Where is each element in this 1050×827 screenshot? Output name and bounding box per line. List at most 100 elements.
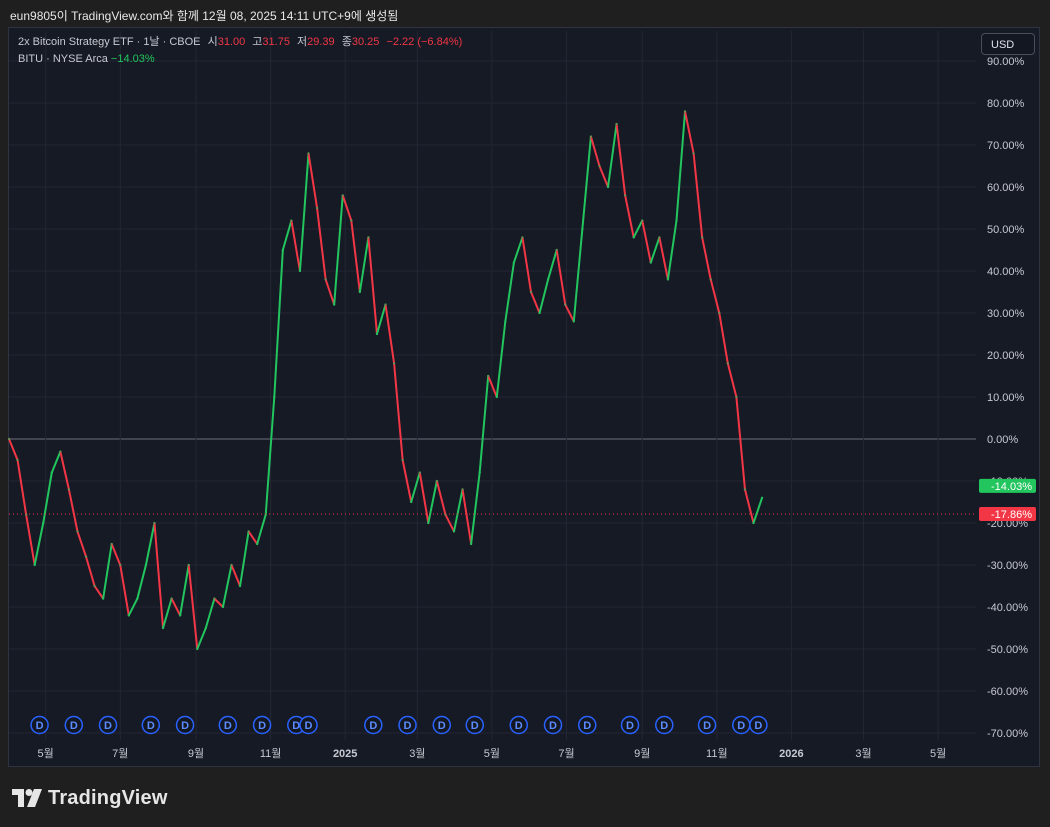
series-point (658, 236, 661, 239)
dividend-marker[interactable] (432, 715, 452, 735)
dividend-marker[interactable] (465, 715, 485, 735)
series-point (315, 206, 319, 210)
series-point (452, 530, 456, 533)
series-point (735, 395, 738, 399)
brand-name: TradingView (48, 786, 168, 809)
series-segment (752, 496, 764, 524)
series-segment (530, 291, 541, 314)
y-tick-label: 50.00% (987, 224, 1025, 236)
series-point (418, 471, 421, 474)
legend-percent-change: −14.03% (110, 53, 155, 65)
series-segment (410, 471, 421, 503)
series-segment (350, 219, 361, 293)
tradingview-logo-icon (12, 789, 42, 807)
dividend-marker-label: D (438, 720, 446, 732)
series-point (110, 542, 113, 546)
series-point (384, 303, 387, 306)
snapshot-caption: eun9805이 TradingView.com와 함께 12월 08, 202… (10, 9, 399, 23)
series-point (196, 647, 199, 651)
y-tick-label: 40.00% (987, 266, 1025, 278)
y-tick-label: 10.00% (987, 392, 1025, 404)
dividend-marker[interactable] (252, 715, 272, 735)
series-segment (401, 459, 413, 503)
dividend-marker[interactable] (98, 715, 118, 735)
dividend-marker[interactable] (141, 715, 161, 735)
series-segment (581, 135, 592, 230)
low-label: 저 (297, 36, 308, 48)
series-segment (418, 471, 430, 524)
y-tick-label: -50.00% (987, 644, 1028, 656)
dividend-marker[interactable] (30, 715, 49, 735)
y-tick-label: 20.00% (987, 350, 1025, 362)
dividend-marker[interactable] (299, 715, 318, 735)
legend-symbol: BITU · NYSE Arca (18, 53, 108, 65)
y-tick-label: 80.00% (987, 98, 1025, 110)
series-point (238, 584, 242, 588)
dividend-marker-label: D (104, 720, 112, 732)
series-point (504, 320, 507, 323)
series-segment (162, 597, 173, 629)
series-segment (692, 152, 704, 239)
dividend-marker[interactable] (64, 715, 84, 735)
dividend-marker[interactable] (509, 715, 529, 735)
low-value: 29.39 (307, 36, 335, 48)
y-tick-label: 90.00% (987, 56, 1025, 68)
series-point (247, 530, 250, 533)
series-segment (589, 135, 601, 167)
series-point (709, 278, 712, 281)
series-point (546, 278, 550, 281)
series-segment (726, 362, 738, 398)
dividend-marker[interactable] (620, 715, 640, 735)
series-point (76, 530, 79, 533)
series-segment (85, 555, 96, 587)
dividend-marker[interactable] (218, 715, 238, 735)
dividend-marker-label: D (549, 720, 557, 732)
series-segment (42, 471, 53, 524)
series-segment (290, 219, 301, 272)
high-label: 고 (252, 36, 263, 48)
x-tick-label: 2025 (333, 748, 357, 760)
series-point (615, 122, 618, 126)
series-point (213, 597, 216, 600)
series-point (726, 362, 730, 365)
series-segment (572, 228, 584, 323)
series-segment (504, 261, 515, 323)
y-tick-label: -60.00% (987, 686, 1028, 698)
dividend-marker[interactable] (543, 715, 563, 735)
dividend-marker[interactable] (577, 715, 597, 735)
dividend-marker-label: D (181, 720, 189, 732)
x-tick-label: 3월 (409, 747, 425, 760)
series-segment (76, 530, 88, 558)
dividend-marker[interactable] (398, 715, 417, 735)
dividend-marker[interactable] (364, 715, 383, 735)
series-segment (684, 110, 695, 155)
series-segment (735, 396, 746, 491)
dividend-marker[interactable] (749, 715, 768, 735)
series-point (555, 248, 558, 252)
dividend-marker[interactable] (175, 715, 195, 735)
currency-button[interactable]: USD (981, 33, 1035, 55)
series-segment (324, 278, 336, 306)
series-segment (384, 303, 396, 365)
series-point (461, 488, 464, 491)
dividend-marker[interactable] (697, 715, 717, 735)
series-point (187, 563, 190, 567)
series-point (538, 311, 541, 315)
series-point (718, 311, 721, 315)
series-point (512, 261, 516, 264)
series-point (675, 219, 678, 222)
series-segment (487, 375, 498, 398)
series-segment (136, 564, 147, 600)
x-tick-label: 5월 (484, 747, 500, 760)
dividend-marker-label: D (224, 720, 232, 732)
high-value: 31.75 (262, 36, 290, 48)
series-point (598, 164, 601, 168)
series-segment (8, 438, 19, 461)
series-segment (632, 219, 644, 239)
series-segment (495, 320, 507, 398)
brand[interactable]: TradingView (12, 786, 168, 810)
series-point (307, 152, 310, 155)
dividend-marker[interactable] (655, 715, 674, 735)
series-segment (666, 219, 678, 281)
